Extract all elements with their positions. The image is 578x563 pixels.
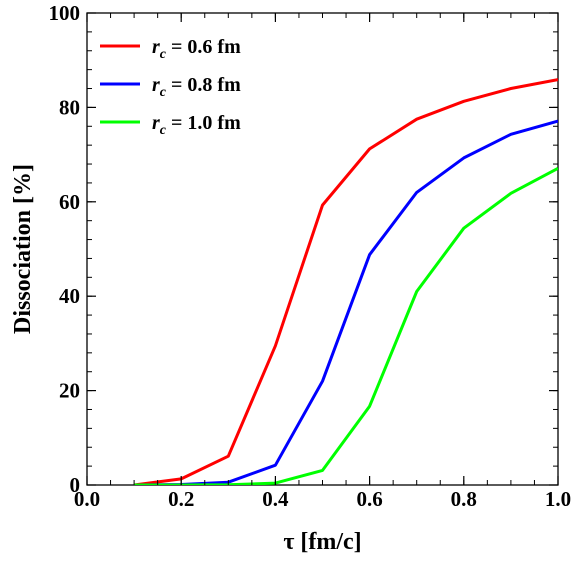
legend: rc = 0.6 fm rc = 0.8 fm rc = 1.0 fm: [100, 36, 241, 138]
legend-label-1: rc = 0.6 fm: [152, 36, 241, 62]
series-line-3: [134, 166, 558, 485]
axes: 0.0 0.2 0.4 0.6 0.8 1.0 0 20 40 60 80 100: [49, 1, 572, 511]
y-tick-label: 100: [49, 1, 81, 25]
y-tick-label: 80: [59, 95, 80, 119]
x-tick-label: 1.0: [545, 487, 571, 511]
series-lines: [133, 78, 558, 485]
x-axis-title: τ [fm/c]: [283, 529, 361, 555]
y-tick-label: 40: [59, 284, 80, 308]
x-tick-label: 0.8: [451, 487, 477, 511]
legend-label-2: rc = 0.8 fm: [152, 74, 241, 100]
x-tick-label: 0.6: [356, 487, 382, 511]
x-tick-label: 0.4: [262, 487, 289, 511]
x-tick-label: 0.0: [74, 487, 100, 511]
y-axis-title: Dissociation [%]: [10, 164, 36, 334]
y-tick-label: 0: [70, 473, 81, 497]
x-tick-label: 0.2: [168, 487, 194, 511]
y-tick-label: 20: [59, 379, 80, 403]
y-tick-label: 60: [59, 190, 80, 214]
series-line-1: [133, 78, 558, 485]
legend-label-3: rc = 1.0 fm: [152, 112, 241, 138]
